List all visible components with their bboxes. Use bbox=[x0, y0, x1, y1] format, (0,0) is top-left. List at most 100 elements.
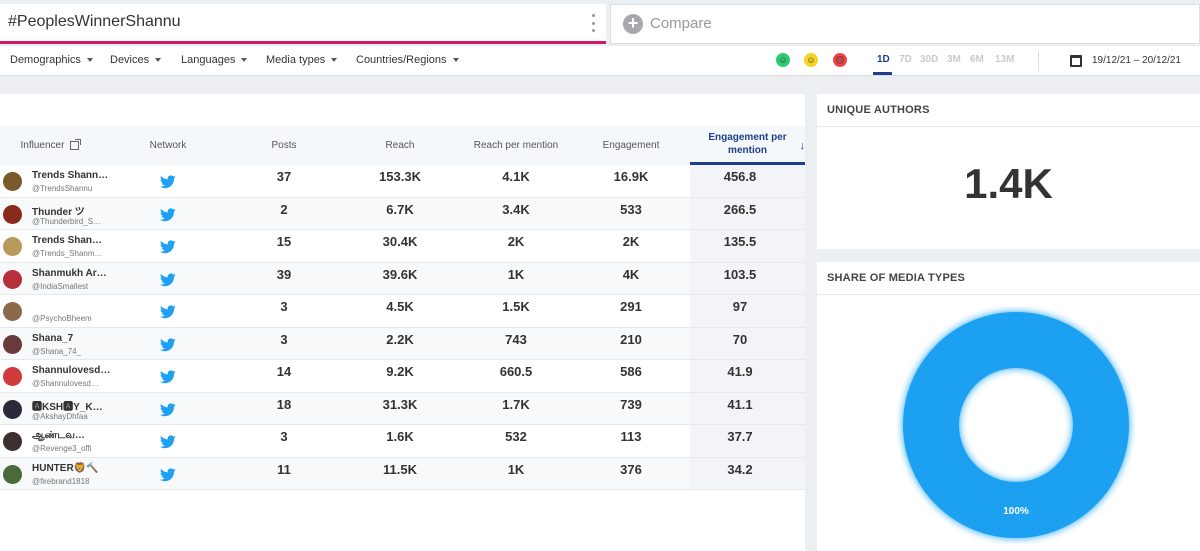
kebab-menu-icon[interactable] bbox=[590, 14, 596, 32]
negative-face-icon[interactable]: ☹ bbox=[833, 53, 847, 67]
avatar[interactable] bbox=[3, 367, 22, 386]
influencer-handle[interactable]: @Trends_Shanm… bbox=[32, 249, 103, 258]
influencer-name[interactable]: Thunder ツ bbox=[32, 206, 85, 218]
influencer-handle[interactable]: @Shannulovesd… bbox=[32, 379, 99, 388]
table-row[interactable]: HUNTER🦁🔨 @firebrand1818 11 11.5K 1K 376 34.2 bbox=[0, 457, 805, 490]
range-13m[interactable]: 13M bbox=[995, 54, 1015, 65]
cell-reach-per-mention: 1K bbox=[507, 266, 525, 282]
influencer-name[interactable]: Trends Shan… bbox=[32, 235, 103, 246]
avatar[interactable] bbox=[3, 172, 22, 191]
influencer-handle[interactable]: @TrendsShannu bbox=[32, 184, 93, 193]
filter-bar: Demographics Devices Languages Media typ… bbox=[0, 46, 1200, 76]
influencer-table: Influencer Network Posts Reach Reach per… bbox=[0, 94, 805, 551]
cell-posts: 2 bbox=[280, 201, 288, 217]
influencer-handle[interactable]: @IndiaSmallest bbox=[32, 281, 89, 291]
influencer-name[interactable]: Shannulovesd… bbox=[32, 365, 111, 376]
cell-reach: 31.3K bbox=[382, 396, 418, 412]
influencer-handle[interactable]: @Revenge3_offi bbox=[32, 444, 92, 453]
donut-slice-0[interactable] bbox=[903, 312, 1129, 538]
date-range[interactable]: 19/12/21 – 20/12/21 bbox=[1092, 55, 1181, 66]
filter-countries-regions[interactable]: Countries/Regions bbox=[356, 54, 459, 66]
sorted-column-highlight bbox=[690, 360, 805, 392]
sorted-column-highlight bbox=[690, 457, 805, 489]
avatar[interactable] bbox=[3, 334, 22, 354]
filter-label: Devices bbox=[110, 54, 150, 66]
cell-posts: 3 bbox=[280, 331, 288, 347]
avatar[interactable] bbox=[3, 204, 22, 224]
table-row[interactable]: 🅰KSH🅰Y_K… @AkshayDhfaa 18 31.3K 1.7K 739 41.1 bbox=[0, 392, 805, 425]
cell-reach: 2.2K bbox=[386, 331, 414, 347]
table-row[interactable]: Shana_7 @Shana_74_ 3 2.2K 743 210 70 bbox=[0, 327, 805, 360]
cell-engagement: 533 bbox=[620, 201, 642, 217]
col-engagement-per-mention[interactable]: Engagement per mention ↓ bbox=[690, 126, 805, 165]
table-row[interactable]: Shannulovesd… @Shannulovesd… 14 9.2K 660.5 58… bbox=[0, 360, 805, 393]
cell-reach-per-mention: 1.7K bbox=[502, 396, 530, 412]
avatar[interactable] bbox=[3, 464, 22, 484]
sorted-column-highlight bbox=[690, 425, 805, 457]
cell-engagement-per-mention: 103.5 bbox=[723, 266, 757, 282]
neutral-face-icon[interactable]: ☺ bbox=[804, 53, 818, 67]
influencer-handle[interactable]: @AkshayDhfaa bbox=[32, 411, 88, 421]
compare-box[interactable]: + Compare bbox=[610, 4, 1200, 44]
range-1d[interactable]: 1D bbox=[877, 54, 890, 65]
calendar-icon[interactable] bbox=[1070, 55, 1082, 67]
cell-engagement-per-mention: 456.8 bbox=[723, 169, 757, 184]
external-link-icon[interactable] bbox=[70, 139, 82, 150]
cell-reach: 6.7K bbox=[386, 201, 414, 217]
influencer-handle[interactable]: @firebrand1818 bbox=[32, 476, 90, 486]
influencer-handle[interactable]: @PsychoBheem bbox=[32, 314, 92, 323]
filter-demographics[interactable]: Demographics bbox=[10, 54, 93, 66]
sort-desc-icon[interactable]: ↓ bbox=[799, 140, 806, 152]
query-text[interactable]: #PeoplesWinnerShannu bbox=[8, 13, 181, 30]
filter-devices[interactable]: Devices bbox=[110, 54, 162, 66]
influencer-name[interactable]: Trends Shann… bbox=[32, 170, 109, 181]
query-box[interactable]: #PeoplesWinnerShannu bbox=[0, 4, 606, 44]
influencer-handle[interactable]: @Thunderbird_S… bbox=[32, 216, 102, 226]
table-row[interactable]: ஆண்டவ… @Revenge3_offi 3 1.6K 532 113 37.7 bbox=[0, 425, 805, 458]
plus-icon[interactable]: + bbox=[623, 14, 643, 34]
range-30d[interactable]: 30D bbox=[920, 54, 939, 65]
range-7d[interactable]: 7D bbox=[899, 54, 912, 65]
influencer-handle[interactable]: @Shana_74_ bbox=[32, 346, 82, 356]
col-reach[interactable]: Reach bbox=[385, 140, 415, 151]
filter-languages[interactable]: Languages bbox=[181, 54, 248, 66]
table-row[interactable]: Shanmukh Ar… @IndiaSmallest 39 39.6K 1K 4K 103… bbox=[0, 262, 805, 295]
influencer-name[interactable]: ஆண்டவ… bbox=[32, 430, 85, 441]
table-row[interactable]: Thunder ツ @Thunderbird_S… 2 6.7K 3.4K 533 266.… bbox=[0, 197, 805, 230]
cell-engagement-per-mention: 266.5 bbox=[723, 201, 757, 217]
col-engagement[interactable]: Engagement bbox=[602, 140, 660, 151]
table-row[interactable]: @PsychoBheem 3 4.5K 1.5K 291 97 bbox=[0, 295, 805, 328]
sorted-column-highlight bbox=[690, 327, 805, 359]
cell-engagement: 291 bbox=[620, 299, 642, 314]
col-network[interactable]: Network bbox=[149, 140, 187, 151]
range-3m[interactable]: 3M bbox=[947, 54, 961, 65]
positive-face-icon[interactable]: ☺ bbox=[776, 53, 790, 67]
table-row[interactable]: Trends Shan… @Trends_Shanm… 15 30.4K 2K 2K 135… bbox=[0, 230, 805, 263]
influencer-name[interactable]: HUNTER🦁🔨 bbox=[32, 462, 99, 474]
cell-posts: 18 bbox=[276, 396, 292, 412]
filter-label: Languages bbox=[181, 54, 236, 66]
range-6m[interactable]: 6M bbox=[970, 54, 984, 65]
avatar[interactable] bbox=[3, 399, 22, 419]
avatar[interactable] bbox=[3, 302, 22, 321]
cell-reach-per-mention: 743 bbox=[505, 331, 527, 347]
influencer-name[interactable]: 🅰KSH🅰Y_K… bbox=[32, 401, 103, 413]
unique-authors-value: 1.4K bbox=[964, 160, 1053, 207]
twitter-icon bbox=[160, 370, 176, 384]
cell-engagement: 376 bbox=[620, 461, 642, 477]
filter-media-types[interactable]: Media types bbox=[266, 54, 338, 66]
caret-down-icon bbox=[86, 58, 93, 63]
avatar[interactable] bbox=[3, 237, 22, 256]
influencer-name[interactable]: Shana_7 bbox=[32, 332, 74, 344]
donut-slice-label: 100% bbox=[1003, 506, 1029, 517]
col-influencer[interactable]: Influencer bbox=[0, 126, 100, 165]
col-reach-per-mention[interactable]: Reach per mention bbox=[473, 140, 559, 151]
table-row[interactable]: Trends Shann… @TrendsShannu 37 153.3K 4.1K 16… bbox=[0, 165, 805, 198]
media-types-card: SHARE OF MEDIA TYPES 100% bbox=[817, 262, 1200, 551]
avatar[interactable] bbox=[3, 432, 22, 451]
avatar[interactable] bbox=[3, 269, 22, 289]
col-posts[interactable]: Posts bbox=[271, 140, 297, 151]
sorted-column-highlight bbox=[690, 262, 805, 294]
compare-label[interactable]: Compare bbox=[650, 15, 712, 32]
influencer-name[interactable]: Shanmukh Ar… bbox=[32, 267, 107, 279]
